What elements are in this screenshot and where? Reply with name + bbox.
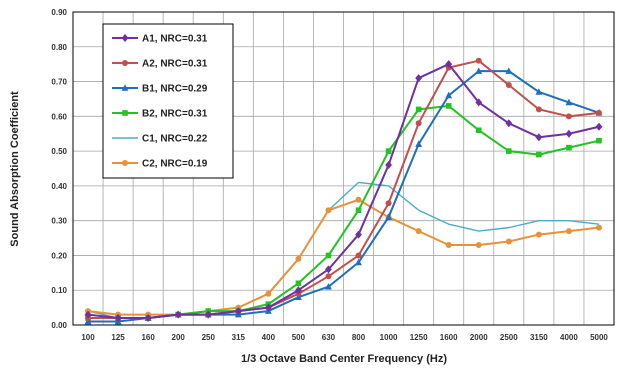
data-point (326, 253, 332, 259)
x-tick-label: 4000 (560, 333, 578, 342)
legend-label: C2, NRC=0.19 (142, 159, 208, 170)
data-point (506, 148, 512, 154)
x-tick-label: 1000 (380, 333, 398, 342)
y-tick-label: 0.00 (51, 321, 67, 330)
x-tick-label: 5000 (590, 333, 608, 342)
x-tick-label: 315 (232, 333, 246, 342)
x-tick-label: 800 (352, 333, 366, 342)
legend-marker (122, 110, 128, 116)
y-tick-label: 0.30 (51, 217, 67, 226)
data-point (566, 145, 572, 151)
legend-label: B1, NRC=0.29 (142, 84, 208, 95)
legend-label: A1, NRC=0.31 (142, 34, 208, 45)
legend-marker (122, 60, 128, 66)
data-point (536, 106, 542, 112)
data-point (476, 242, 482, 248)
y-tick-label: 0.90 (51, 8, 67, 17)
x-tick-label: 100 (81, 333, 95, 342)
x-tick-label: 200 (172, 333, 186, 342)
x-tick-label: 160 (141, 333, 155, 342)
x-tick-label: 250 (202, 333, 216, 342)
data-point (416, 107, 422, 113)
data-point (536, 232, 542, 238)
x-tick-label: 1600 (440, 333, 458, 342)
data-point (416, 120, 422, 126)
legend-label: A2, NRC=0.31 (142, 59, 208, 70)
data-point (446, 103, 452, 109)
x-tick-label: 125 (111, 333, 125, 342)
data-point (265, 291, 271, 297)
y-tick-label: 0.40 (51, 182, 67, 191)
x-tick-label: 2000 (470, 333, 488, 342)
y-tick-label: 0.10 (51, 286, 67, 295)
legend: A1, NRC=0.31 A2, NRC=0.31 B1, NRC=0.29 B2, … (103, 24, 233, 178)
data-point (476, 127, 482, 133)
data-point (325, 273, 331, 279)
data-point (386, 148, 392, 154)
data-point (566, 113, 572, 119)
x-tick-label: 2500 (500, 333, 518, 342)
y-tick-label: 0.50 (51, 147, 67, 156)
legend-marker (122, 160, 128, 166)
x-tick-label: 1250 (410, 333, 428, 342)
y-tick-label: 0.20 (51, 251, 67, 260)
data-point (295, 256, 301, 262)
data-point (596, 110, 602, 116)
x-tick-label: 3150 (530, 333, 548, 342)
data-point (506, 239, 512, 245)
y-tick-label: 0.60 (51, 112, 67, 121)
x-axis-title: 1/3 Octave Band Center Frequency (Hz) (241, 353, 447, 365)
data-point (446, 242, 452, 248)
x-tick-label: 500 (292, 333, 306, 342)
legend-label: C1, NRC=0.22 (142, 134, 208, 145)
y-tick-label: 0.80 (51, 43, 67, 52)
data-point (325, 207, 331, 213)
data-point (416, 228, 422, 234)
data-point (296, 280, 302, 286)
data-point (596, 138, 602, 144)
legend-label: B2, NRC=0.31 (142, 109, 208, 120)
y-axis-title: Sound Absorption Coefficient (9, 91, 21, 247)
legend-box (103, 24, 233, 178)
x-tick-label: 400 (262, 333, 276, 342)
y-tick-label: 0.70 (51, 78, 67, 87)
data-point (356, 252, 362, 258)
data-point (356, 207, 362, 213)
x-tick-label: 630 (322, 333, 336, 342)
data-point (596, 225, 602, 231)
data-point (506, 82, 512, 88)
data-point (386, 200, 392, 206)
data-point (476, 58, 482, 64)
data-point (356, 197, 362, 203)
data-point (536, 152, 542, 158)
data-point (566, 228, 572, 234)
